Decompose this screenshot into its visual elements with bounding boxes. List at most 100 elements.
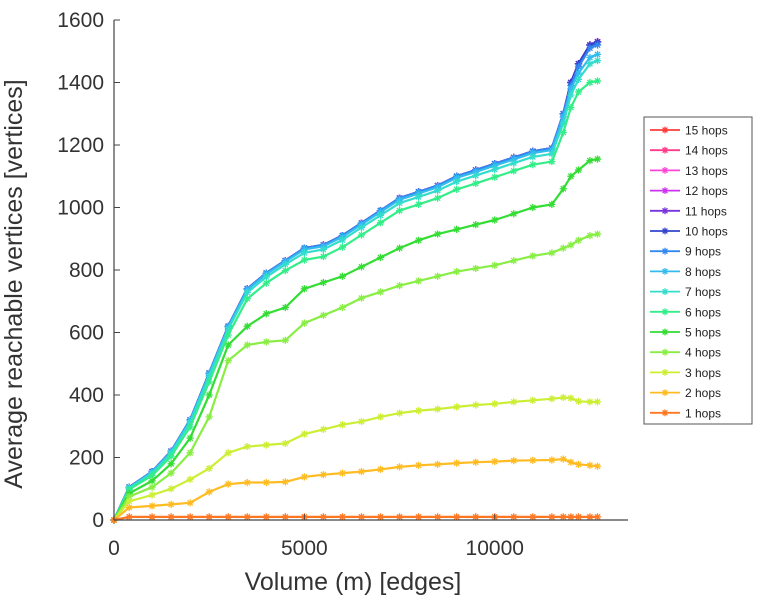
y-tick-label: 600 xyxy=(69,322,104,345)
data-point xyxy=(559,185,567,193)
data-point xyxy=(243,295,251,303)
data-point xyxy=(281,439,289,448)
legend-item: 12 hops xyxy=(650,184,728,198)
data-point xyxy=(243,442,251,451)
data-point xyxy=(510,257,518,265)
data-point xyxy=(574,166,583,174)
legend-item: 7 hops xyxy=(650,285,721,299)
data-point xyxy=(559,244,567,252)
data-point xyxy=(434,194,442,202)
series-13-hops xyxy=(110,38,602,524)
series-line xyxy=(113,40,598,521)
legend: 15 hops 14 hops 13 hops 12 hops 11 hops 10 ho… xyxy=(643,116,753,425)
data-point xyxy=(586,78,594,87)
data-point xyxy=(414,277,423,285)
data-point xyxy=(224,331,232,339)
data-point xyxy=(586,513,594,521)
legend-marker xyxy=(661,227,669,235)
data-point xyxy=(167,452,175,460)
legend-marker xyxy=(661,247,669,255)
legend-marker xyxy=(661,126,669,134)
data-point xyxy=(319,311,328,319)
data-point xyxy=(434,230,442,238)
data-point xyxy=(567,85,575,93)
legend-label: 1 hops xyxy=(685,406,721,420)
data-point xyxy=(472,221,480,229)
data-point xyxy=(205,488,213,496)
legend-item: 5 hops xyxy=(650,326,721,340)
data-point xyxy=(338,303,347,312)
data-point xyxy=(414,236,423,244)
data-point xyxy=(224,341,232,349)
data-point xyxy=(472,179,480,188)
data-point xyxy=(548,456,556,464)
data-point xyxy=(574,513,583,521)
x-ticks: 0 5000 10000 xyxy=(108,514,524,560)
data-point xyxy=(300,285,308,293)
legend-marker xyxy=(661,146,669,154)
data-point xyxy=(243,322,251,330)
data-point xyxy=(414,407,423,415)
data-point xyxy=(574,88,583,96)
y-tick-label: 1200 xyxy=(57,134,104,157)
legend-marker xyxy=(661,288,669,295)
series-line xyxy=(113,40,598,521)
series-5-hops xyxy=(110,155,602,524)
series-line xyxy=(113,59,598,521)
data-point xyxy=(319,245,328,253)
data-point xyxy=(281,336,289,344)
y-tick-label: 1400 xyxy=(57,72,104,95)
data-point xyxy=(567,394,575,402)
data-point xyxy=(574,63,583,71)
data-point xyxy=(593,57,602,65)
legend-marker xyxy=(661,187,669,194)
data-point xyxy=(453,513,461,521)
series-line xyxy=(113,40,598,521)
legend-label: 14 hops xyxy=(685,144,728,158)
y-tick-label: 400 xyxy=(69,384,104,407)
data-point xyxy=(148,513,156,521)
data-point xyxy=(434,187,442,195)
data-point xyxy=(593,398,602,406)
data-point xyxy=(434,513,442,521)
data-point xyxy=(559,455,567,463)
legend-label: 9 hops xyxy=(685,245,721,259)
series-line xyxy=(113,40,598,521)
legend-label: 6 hops xyxy=(685,305,721,319)
data-point xyxy=(529,513,537,521)
data-point xyxy=(567,458,575,466)
data-point xyxy=(548,395,556,403)
legend-item: 10 hops xyxy=(650,225,728,239)
legend-label: 5 hops xyxy=(685,326,721,340)
data-point xyxy=(548,200,556,208)
legend-item: 1 hops xyxy=(650,406,721,420)
series-layer xyxy=(110,38,602,524)
data-point xyxy=(262,279,270,287)
data-point xyxy=(434,405,442,413)
data-point xyxy=(125,497,133,505)
data-point xyxy=(510,210,518,218)
data-point xyxy=(548,150,556,158)
data-point xyxy=(243,513,251,521)
data-point xyxy=(472,264,480,273)
data-point xyxy=(453,459,461,467)
data-point xyxy=(148,491,156,499)
data-point xyxy=(574,236,583,244)
data-point xyxy=(434,460,442,468)
data-point xyxy=(559,128,567,137)
data-point xyxy=(319,425,328,433)
legend-marker xyxy=(661,409,669,417)
data-point xyxy=(338,513,347,521)
data-point xyxy=(125,503,133,512)
series-line xyxy=(113,40,598,521)
legend-label: 4 hops xyxy=(685,346,721,360)
data-point xyxy=(593,513,602,521)
series-line xyxy=(113,158,598,521)
data-point xyxy=(262,310,270,318)
data-point xyxy=(319,513,328,521)
data-point xyxy=(453,174,461,182)
data-point xyxy=(338,243,347,251)
data-point xyxy=(395,207,404,215)
data-point xyxy=(491,173,499,181)
data-point xyxy=(491,457,499,466)
